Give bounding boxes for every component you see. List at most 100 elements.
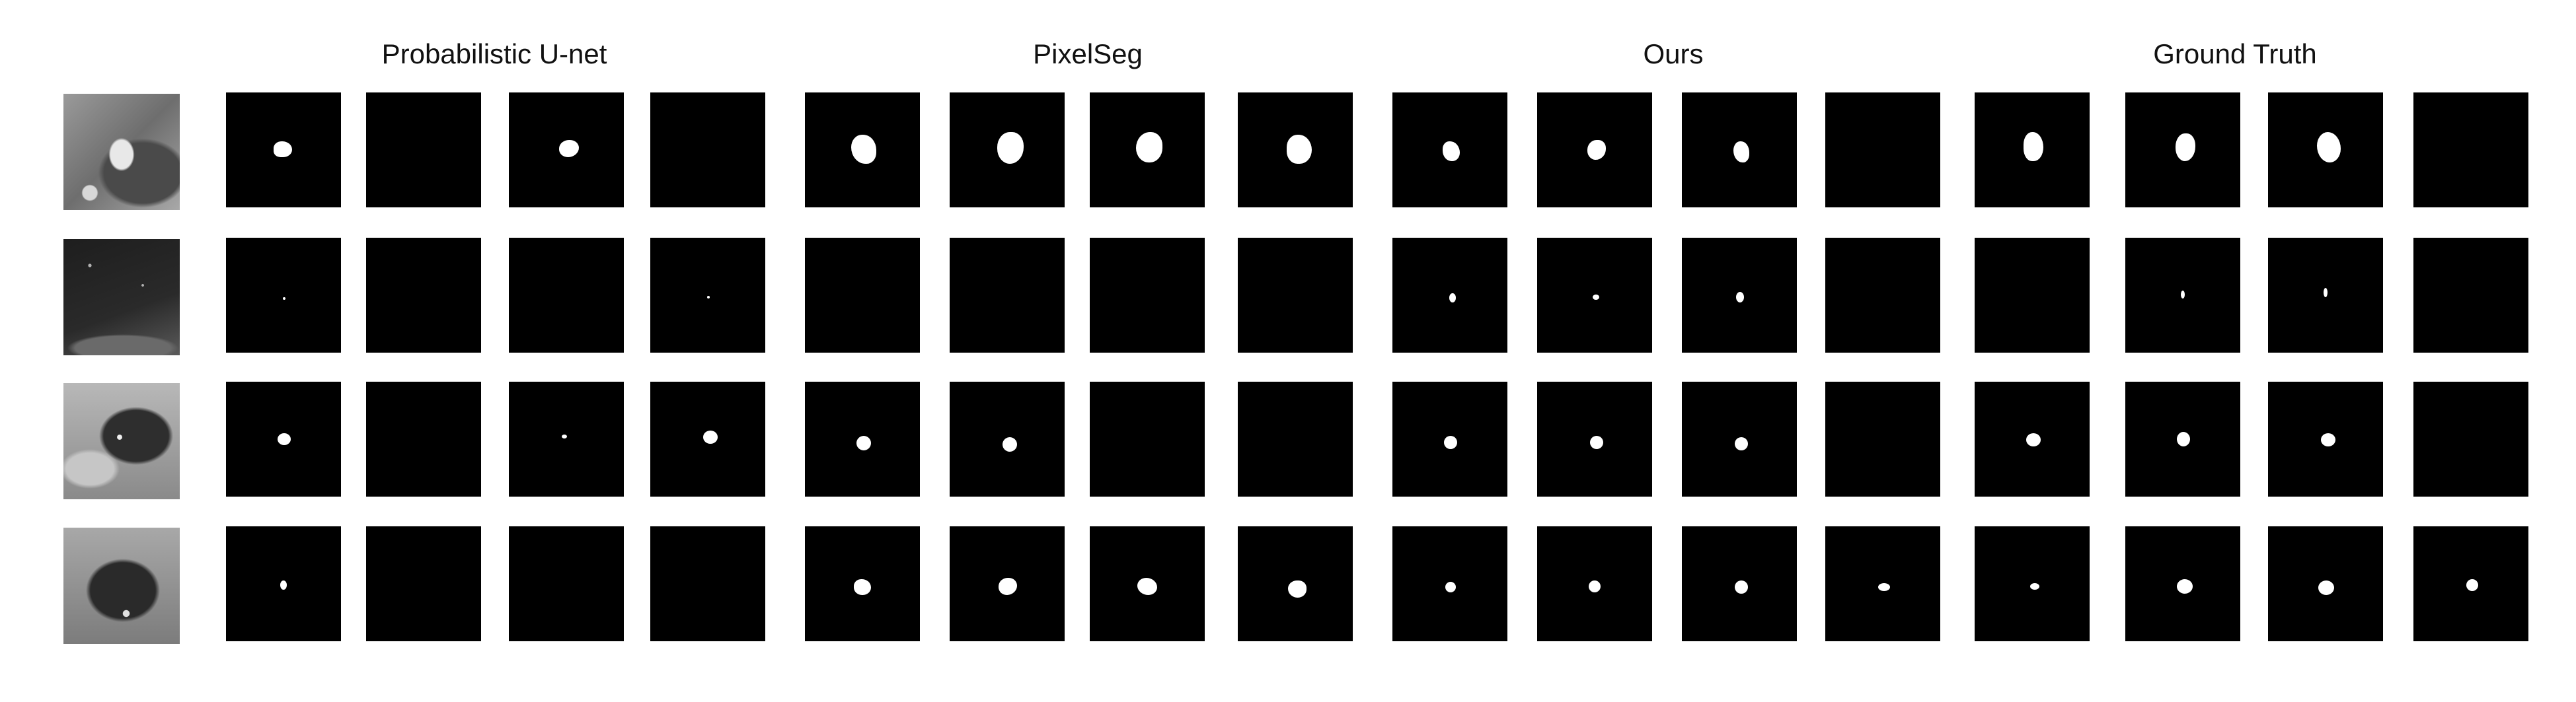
lesion-blob	[280, 580, 287, 590]
mask-row-1-col-15	[2268, 92, 2383, 207]
lesion-blob	[2024, 132, 2043, 161]
lesion-blob	[1735, 437, 1748, 450]
lesion-blob	[1733, 141, 1749, 162]
mask-row-3-col-5	[805, 382, 920, 497]
mask-row-1-col-4	[650, 92, 765, 207]
lesion-blob	[703, 431, 718, 444]
method-title-ours: Ours	[1643, 38, 1704, 69]
lesion-blob	[1137, 578, 1157, 595]
lesion-blob	[2317, 132, 2341, 162]
mask-row-3-col-8	[1238, 382, 1353, 497]
lesion-blob	[1736, 292, 1744, 302]
mask-row-1-col-14	[2125, 92, 2240, 207]
lesion-blob	[278, 433, 291, 445]
mask-row-4-col-1	[226, 526, 341, 641]
lesion-blob	[283, 297, 285, 300]
mask-row-2-col-5	[805, 238, 920, 353]
mask-row-4-col-7	[1090, 526, 1205, 641]
ct-image-row-2	[63, 239, 180, 355]
mask-row-1-col-10	[1537, 92, 1652, 207]
lesion-blob	[1445, 582, 1456, 592]
lesion-blob	[2026, 433, 2041, 446]
mask-row-3-col-14	[2125, 382, 2240, 497]
mask-row-3-col-3	[509, 382, 624, 497]
method-title-pixelseg: PixelSeg	[1033, 38, 1143, 69]
mask-row-1-col-5	[805, 92, 920, 207]
lesion-blob	[1878, 583, 1890, 591]
lesion-blob	[1288, 580, 1307, 598]
mask-row-4-col-12	[1825, 526, 1940, 641]
mask-row-2-col-13	[1975, 238, 2090, 353]
mask-row-1-col-13	[1975, 92, 2090, 207]
mask-row-3-col-1	[226, 382, 341, 497]
lesion-blob	[274, 141, 292, 157]
lesion-blob	[1587, 140, 1606, 160]
lesion-blob	[1589, 580, 1601, 592]
lesion-blob	[1287, 135, 1312, 164]
lesion-blob	[2181, 291, 2185, 298]
mask-row-2-col-6	[950, 238, 1065, 353]
mask-row-4-col-16	[2413, 526, 2528, 641]
mask-row-4-col-5	[805, 526, 920, 641]
method-title-probabilistic-unet: Probabilistic U-net	[381, 38, 607, 69]
lesion-blob	[1443, 141, 1460, 161]
lesion-blob	[2321, 433, 2335, 446]
lesion-blob	[2177, 432, 2190, 446]
mask-row-2-col-4	[650, 238, 765, 353]
lesion-blob	[2176, 133, 2195, 161]
mask-row-3-col-6	[950, 382, 1065, 497]
mask-row-2-col-11	[1682, 238, 1797, 353]
mask-row-2-col-15	[2268, 238, 2383, 353]
mask-row-2-col-16	[2413, 238, 2528, 353]
mask-row-3-col-12	[1825, 382, 1940, 497]
mask-row-2-col-3	[509, 238, 624, 353]
mask-row-1-col-8	[1238, 92, 1353, 207]
lesion-blob	[707, 296, 710, 298]
mask-row-2-col-2	[366, 238, 481, 353]
mask-row-3-col-15	[2268, 382, 2383, 497]
mask-row-2-col-10	[1537, 238, 1652, 353]
lesion-blob	[2466, 579, 2478, 591]
lesion-blob	[1590, 436, 1603, 449]
mask-row-4-col-10	[1537, 526, 1652, 641]
mask-row-1-col-2	[366, 92, 481, 207]
mask-row-1-col-6	[950, 92, 1065, 207]
lesion-blob	[562, 435, 567, 439]
lesion-blob	[2030, 583, 2039, 590]
lesion-blob	[997, 132, 1024, 164]
mask-row-2-col-1	[226, 238, 341, 353]
lesion-blob	[2318, 580, 2334, 595]
mask-row-1-col-7	[1090, 92, 1205, 207]
mask-row-3-col-10	[1537, 382, 1652, 497]
mask-row-1-col-16	[2413, 92, 2528, 207]
lesion-blob	[856, 436, 871, 450]
lesion-blob	[1735, 580, 1748, 594]
lesion-blob	[851, 135, 876, 164]
mask-row-4-col-9	[1392, 526, 1507, 641]
mask-row-4-col-4	[650, 526, 765, 641]
method-title-ground-truth: Ground Truth	[2153, 38, 2317, 69]
lesion-blob	[1444, 436, 1457, 449]
mask-row-1-col-12	[1825, 92, 1940, 207]
mask-row-3-col-7	[1090, 382, 1205, 497]
mask-row-4-col-13	[1975, 526, 2090, 641]
mask-row-1-col-9	[1392, 92, 1507, 207]
lesion-blob	[999, 578, 1017, 595]
lesion-blob	[1136, 132, 1162, 162]
mask-row-2-col-9	[1392, 238, 1507, 353]
mask-row-4-col-8	[1238, 526, 1353, 641]
lesion-blob	[1449, 293, 1456, 302]
lesion-blob	[2177, 579, 2193, 594]
mask-row-2-col-12	[1825, 238, 1940, 353]
mask-row-1-col-11	[1682, 92, 1797, 207]
mask-row-4-col-14	[2125, 526, 2240, 641]
mask-row-2-col-14	[2125, 238, 2240, 353]
ct-image-row-3	[63, 383, 180, 499]
lesion-blob	[1593, 295, 1599, 300]
mask-row-4-col-3	[509, 526, 624, 641]
mask-row-3-col-11	[1682, 382, 1797, 497]
mask-row-1-col-3	[509, 92, 624, 207]
lesion-blob	[2324, 288, 2328, 297]
mask-row-3-col-9	[1392, 382, 1507, 497]
